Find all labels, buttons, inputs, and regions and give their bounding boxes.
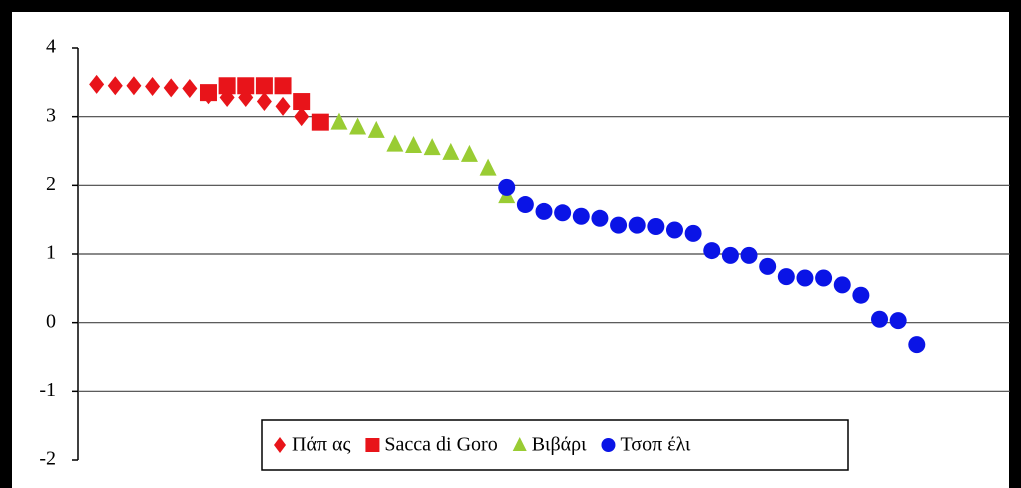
legend-label: Πάπ ας — [292, 434, 350, 456]
point — [628, 216, 646, 234]
point — [684, 224, 702, 242]
point — [330, 112, 348, 130]
y-tick-label: 2 — [46, 173, 56, 195]
y-tick-label: -1 — [39, 379, 56, 401]
legend-label: Βιβάρι — [532, 434, 587, 456]
y-tick-label: 0 — [46, 310, 56, 332]
point — [740, 246, 758, 264]
point — [275, 96, 291, 116]
point — [460, 144, 478, 162]
point — [199, 84, 217, 102]
legend-marker — [365, 438, 380, 452]
legend-marker — [274, 437, 286, 453]
point — [294, 107, 310, 127]
y-tick-label: 1 — [46, 242, 56, 264]
point — [145, 76, 161, 96]
point — [163, 78, 179, 98]
point — [833, 276, 851, 294]
point — [554, 204, 572, 222]
legend — [261, 419, 849, 471]
point — [386, 134, 404, 152]
point — [815, 269, 833, 287]
point — [721, 246, 739, 264]
point — [516, 196, 534, 214]
point — [256, 92, 272, 112]
point — [274, 77, 292, 95]
point — [349, 117, 367, 135]
point — [293, 93, 311, 111]
point — [498, 178, 516, 196]
point — [703, 242, 721, 260]
point — [852, 286, 870, 304]
y-tick-label: 4 — [46, 36, 56, 58]
point — [777, 268, 795, 286]
point — [479, 158, 497, 176]
point — [182, 79, 198, 99]
legend-marker — [512, 437, 527, 451]
point — [889, 312, 907, 330]
point — [610, 216, 628, 234]
point — [442, 142, 460, 160]
point — [107, 76, 123, 96]
point — [908, 336, 926, 354]
point — [796, 269, 814, 287]
point — [423, 138, 441, 156]
point — [647, 218, 665, 236]
point — [126, 76, 142, 96]
point — [591, 209, 609, 227]
point — [255, 77, 273, 95]
y-tick-label: -2 — [39, 448, 56, 470]
y-tick-label: 3 — [46, 104, 56, 126]
point — [572, 207, 590, 225]
point — [311, 113, 329, 131]
point — [871, 310, 889, 328]
legend-marker — [601, 438, 616, 452]
legend-label: Sacca di Goro — [384, 434, 497, 456]
point — [89, 74, 105, 94]
legend-label: Τσοπ έλι — [620, 434, 691, 456]
point — [665, 221, 683, 239]
point — [405, 136, 423, 154]
point — [759, 257, 777, 275]
point — [367, 120, 385, 138]
point — [237, 77, 255, 95]
point — [218, 77, 236, 95]
point — [535, 202, 553, 220]
